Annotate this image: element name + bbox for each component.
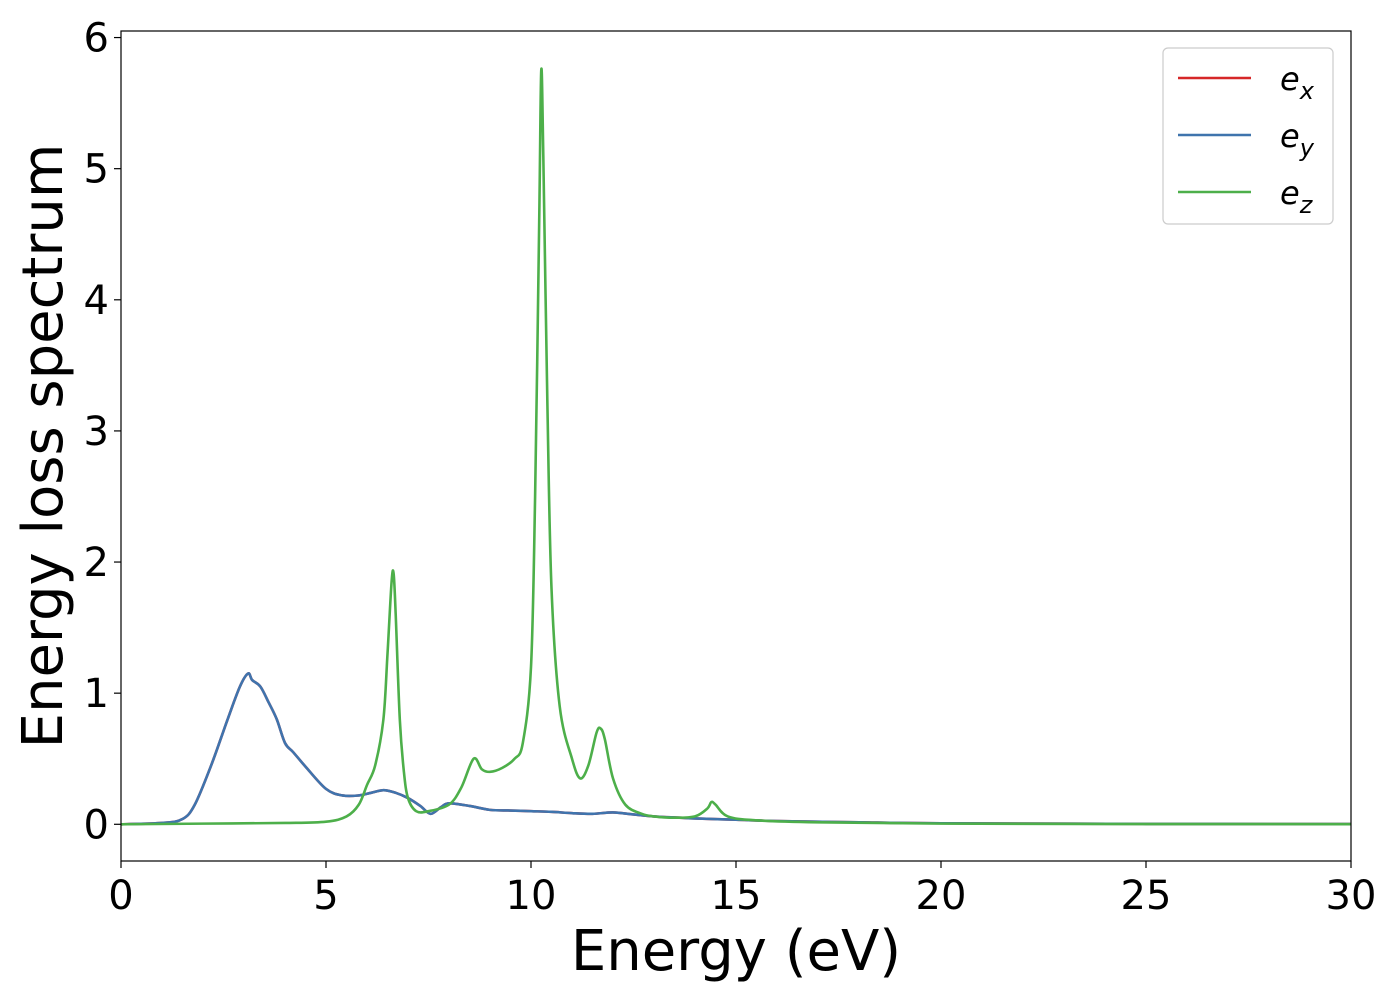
x-tick-label: 10: [506, 873, 557, 919]
y-tick-label: 4: [84, 278, 109, 324]
series-line-ey: [121, 672, 1351, 826]
y-tick-label: 2: [84, 540, 109, 586]
y-axis-title: Energy loss spectrum: [11, 144, 76, 749]
y-tick-label: 1: [84, 671, 109, 717]
series-line-ez: [121, 67, 1351, 826]
y-tick-label: 6: [84, 16, 109, 62]
x-tick-label: 5: [313, 873, 338, 919]
axes: 0 5 10 15 20 25 30 0 1 2 3 4 5 6: [84, 16, 1377, 919]
x-tick-label: 25: [1121, 873, 1172, 919]
y-tick-label: 0: [84, 802, 109, 848]
series-line-ex: [121, 672, 1351, 826]
x-tick-label: 30: [1326, 873, 1377, 919]
x-tick-label: 15: [711, 873, 762, 919]
plot-area: [121, 67, 1351, 826]
y-tick-label: 5: [84, 147, 109, 193]
x-axis-title: Energy (eV): [571, 919, 901, 984]
x-tick-label: 0: [108, 873, 133, 919]
y-tick-label: 3: [84, 409, 109, 455]
x-tick-label: 20: [916, 873, 967, 919]
